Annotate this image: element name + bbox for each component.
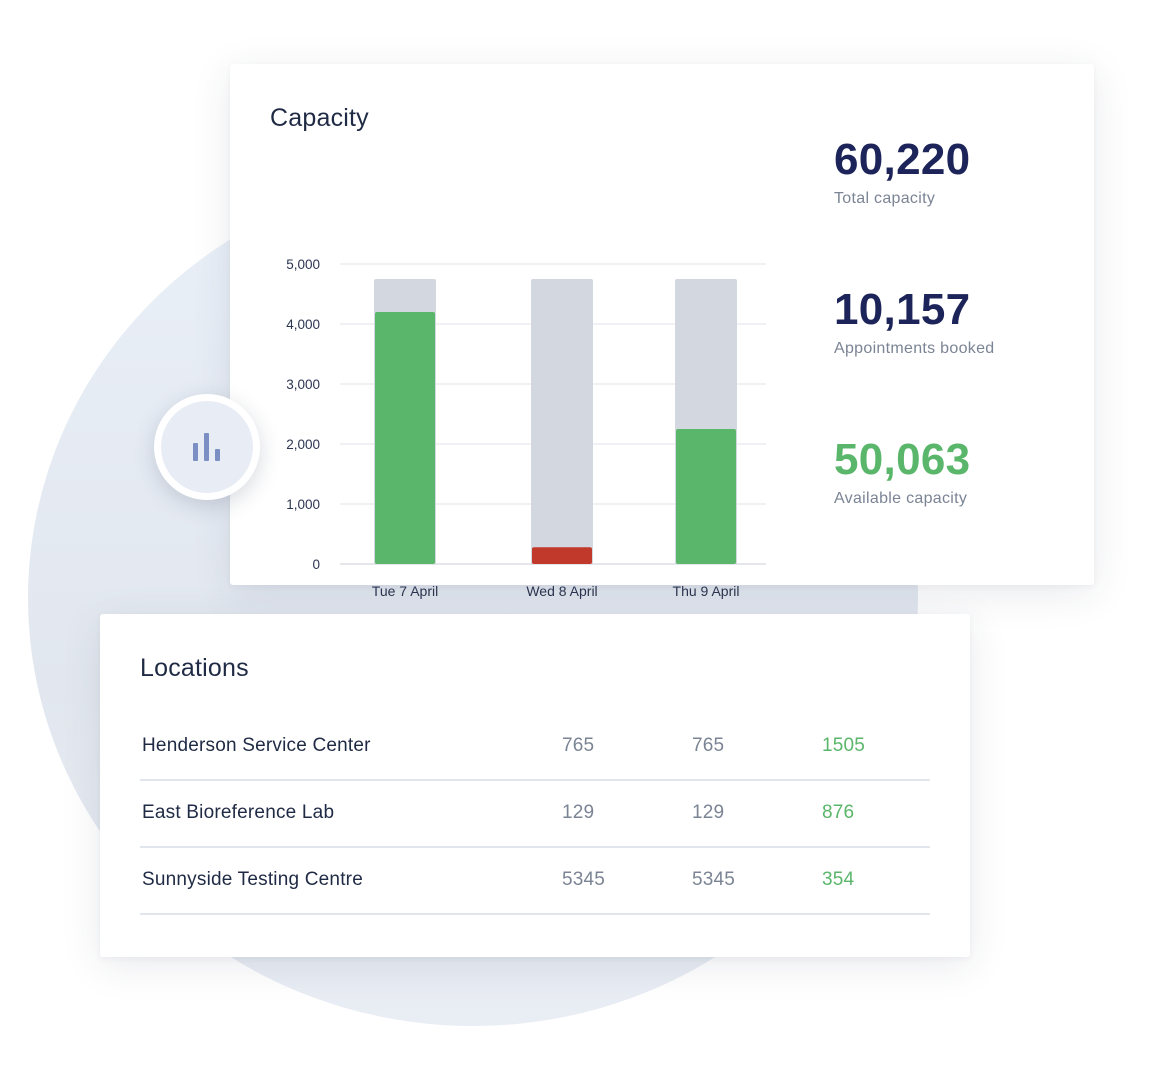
stat-total-capacity-value: 60,220 xyxy=(834,135,971,184)
bar-booked xyxy=(532,547,592,564)
location-name: East Bioreference Lab xyxy=(142,802,335,823)
y-tick-label: 1,000 xyxy=(286,497,320,512)
location-value-3: 876 xyxy=(822,802,855,823)
x-category-label: Thu 9 April xyxy=(673,583,740,599)
locations-table: Henderson Service Center 765 765 1505 Ea… xyxy=(140,714,930,915)
location-value-2: 129 xyxy=(692,802,725,823)
bar-booked xyxy=(375,312,435,564)
stat-available-capacity: 50,063 Available capacity xyxy=(834,438,970,508)
stat-appointments-booked-value: 10,157 xyxy=(834,285,971,334)
locations-title: Locations xyxy=(140,654,249,682)
stat-available-capacity-label: Available capacity xyxy=(834,490,968,507)
chart-badge[interactable] xyxy=(154,394,260,500)
table-row[interactable]: Sunnyside Testing Centre 5345 5345 354 xyxy=(140,848,930,915)
x-category-label: Wed 8 April xyxy=(526,583,597,599)
y-tick-label: 3,000 xyxy=(286,377,320,392)
location-name: Henderson Service Center xyxy=(142,735,371,756)
locations-card: Locations Henderson Service Center 765 7… xyxy=(100,614,970,957)
table-row[interactable]: East Bioreference Lab 129 129 876 xyxy=(140,781,930,848)
stat-available-capacity-value: 50,063 xyxy=(834,435,971,484)
capacity-card: Capacity 5,000 4,000 3,000 2,000 1,000 0 Tue 7… xyxy=(230,64,1094,599)
bar-booked xyxy=(676,429,736,564)
bar-total xyxy=(531,279,593,564)
capacity-title: Capacity xyxy=(270,104,369,132)
y-tick-label: 4,000 xyxy=(286,317,320,332)
stat-total-capacity-label: Total capacity xyxy=(834,190,936,207)
y-tick-label: 2,000 xyxy=(286,437,320,452)
location-name: Sunnyside Testing Centre xyxy=(142,869,363,890)
chart-badge-inner xyxy=(161,401,253,493)
location-value-1: 765 xyxy=(562,735,595,756)
location-value-3: 1505 xyxy=(822,735,866,756)
location-value-1: 5345 xyxy=(562,869,606,890)
capacity-bar-chart: 5,000 4,000 3,000 2,000 1,000 0 Tue 7 April Wed… xyxy=(286,257,766,599)
location-value-3: 354 xyxy=(822,869,855,890)
stat-total-capacity: 60,220 Total capacity xyxy=(834,138,970,208)
bar-chart-icon xyxy=(193,433,220,461)
location-value-1: 129 xyxy=(562,802,595,823)
location-value-2: 5345 xyxy=(692,869,736,890)
location-value-2: 765 xyxy=(692,735,725,756)
y-tick-label: 5,000 xyxy=(286,257,320,272)
stat-appointments-booked-label: Appointments booked xyxy=(834,340,995,357)
table-row[interactable]: Henderson Service Center 765 765 1505 xyxy=(140,714,930,781)
stat-appointments-booked: 10,157 Appointments booked xyxy=(834,288,994,358)
x-category-label: Tue 7 April xyxy=(372,583,438,599)
y-tick-label: 0 xyxy=(312,557,320,572)
